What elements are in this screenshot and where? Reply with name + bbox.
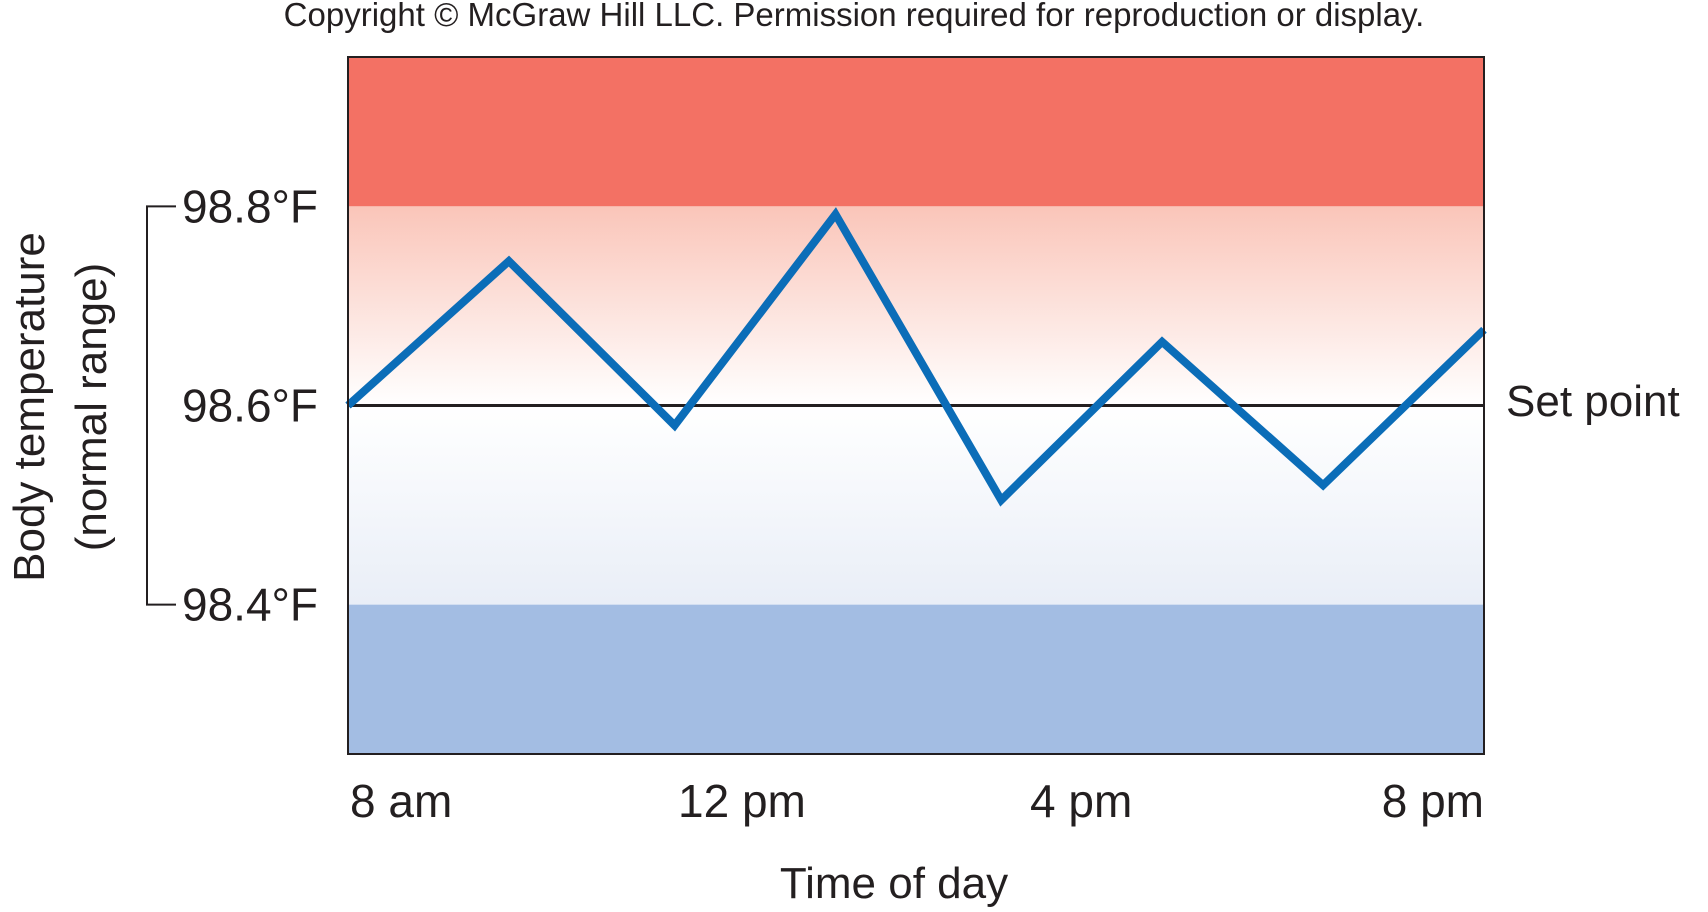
data-point-5 [1161,341,1163,343]
x-tick-label: 8 am [350,775,452,827]
x-tick-label: 4 pm [1030,775,1132,827]
x-axis-label: Time of day [780,859,1008,908]
band-above-normal [348,57,1484,207]
band-below-normal [348,604,1484,754]
set-point-label: Set point [1506,377,1680,426]
normal-range-bracket [146,205,176,606]
x-tick-label: 8 pm [1382,775,1484,827]
temperature-series-line-0 [345,207,1487,507]
x-tick-label: 12 pm [678,775,806,827]
data-point-2 [674,424,676,426]
axes: 98.8°F 98.6°F 98.4°F 8 am 12 pm 4 pm 8 pm [146,180,1484,827]
y-tick-label: 98.8°F [182,180,318,232]
plot-frame [347,56,1485,755]
y-tick-label: 98.4°F [182,579,318,631]
plot-area [345,56,1487,755]
data-point-4 [1000,499,1002,501]
y-axis-label-line-1: Body temperature [5,232,54,582]
data-point-6 [1322,484,1324,486]
y-tick-label: 98.6°F [182,380,318,432]
data-point-1 [508,260,510,262]
y-axis-label-line-2: (normal range) [67,263,116,552]
copyright-notice: Copyright © McGraw Hill LLC. Permission … [284,0,1425,33]
data-point-3 [835,213,837,215]
